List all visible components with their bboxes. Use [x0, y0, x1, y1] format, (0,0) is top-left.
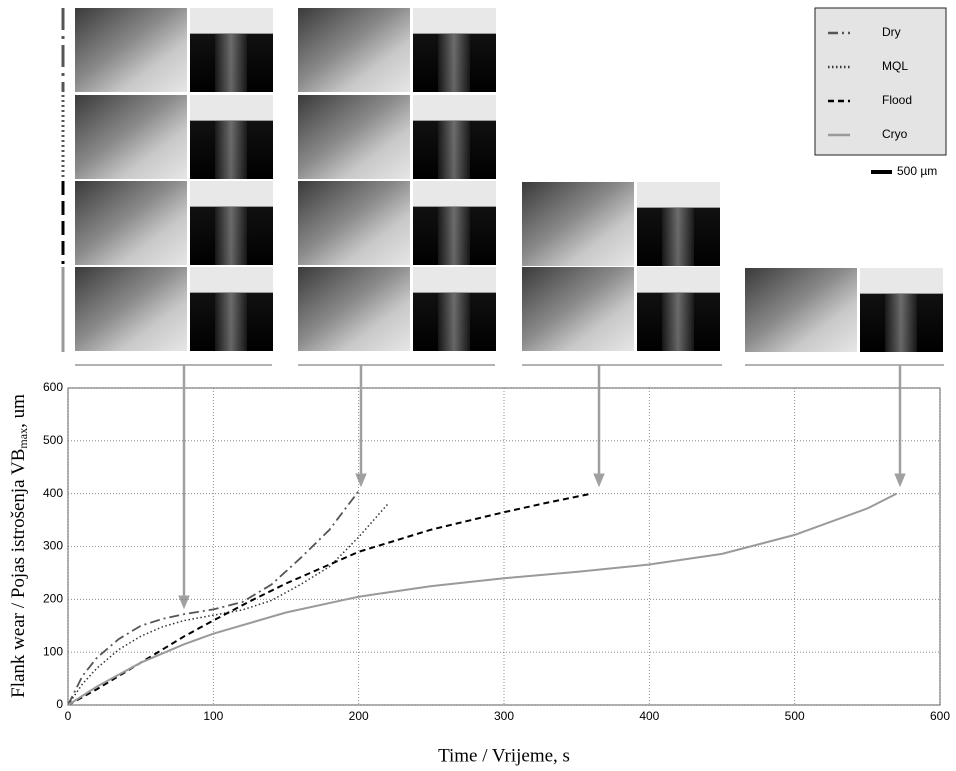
series-line	[67, 492, 897, 706]
shaft	[885, 294, 917, 352]
tool-photo	[298, 267, 410, 351]
y-label-main: Flank wear / Pojas istrošenja VB	[8, 449, 29, 698]
x-tick-label: 0	[65, 709, 72, 723]
shaft	[438, 207, 470, 265]
tool-photo	[75, 8, 187, 92]
arrows	[178, 365, 906, 610]
x-tick-label: 400	[639, 709, 659, 723]
tool-photo	[75, 267, 187, 351]
x-tick-label: 100	[203, 709, 223, 723]
scale-bar-label: 500 µm	[897, 164, 937, 178]
y-tick-label: 300	[43, 539, 63, 553]
tool-photo	[522, 182, 634, 266]
y-tick-label: 600	[43, 380, 63, 394]
x-tick-label: 200	[349, 709, 369, 723]
y-tick-label: 100	[43, 644, 63, 658]
tool-photo	[298, 8, 410, 92]
shaft	[662, 293, 694, 351]
y-label-end: , um	[8, 394, 29, 428]
shaft	[215, 207, 247, 265]
x-tick-label: 600	[930, 709, 950, 723]
tool-photo	[745, 268, 857, 352]
y-tick-label: 200	[43, 592, 63, 606]
legend-box	[814, 7, 947, 156]
shaft	[215, 34, 247, 92]
y-tick-label: 500	[43, 433, 63, 447]
shaft	[215, 121, 247, 179]
series-line	[67, 490, 360, 706]
y-label-sub: max	[16, 428, 30, 449]
x-tick-label: 500	[785, 709, 805, 723]
tool-photo	[298, 181, 410, 265]
x-tick-label: 300	[494, 709, 514, 723]
tool-photo	[298, 95, 410, 179]
legend-label: Flood	[882, 93, 912, 107]
tool-photo	[75, 181, 187, 265]
legend-label: Cryo	[882, 127, 908, 141]
tool-photo	[75, 95, 187, 179]
shaft	[438, 121, 470, 179]
shaft	[662, 208, 694, 266]
shaft	[438, 34, 470, 92]
y-tick-label: 0	[56, 697, 63, 711]
photo-grid	[75, 8, 943, 352]
legend-label: MQL	[882, 59, 908, 73]
shaft	[215, 293, 247, 351]
y-axis-label: Flank wear / Pojas istrošenja VBmax, um	[8, 394, 29, 698]
legend-label: Dry	[882, 25, 901, 39]
x-axis-label: Time / Vrijeme, s	[438, 745, 570, 766]
tool-photo	[522, 267, 634, 351]
y-tick-label: 400	[43, 486, 63, 500]
shaft	[438, 293, 470, 351]
